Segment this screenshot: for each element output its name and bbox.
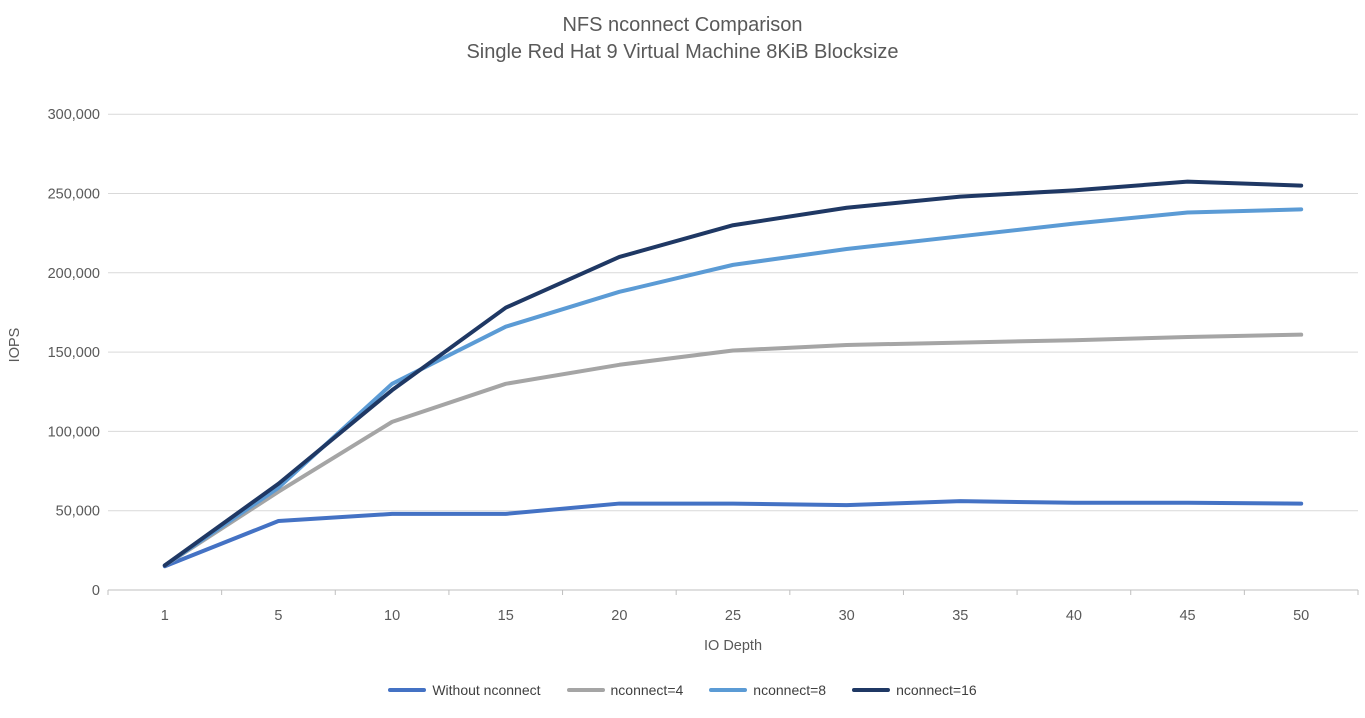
legend-item: Without nconnect (388, 682, 541, 698)
x-tick-label: 20 (611, 608, 627, 624)
series-line-nconnect-8 (162, 207, 1304, 568)
y-tick-label: 100,000 (48, 424, 100, 440)
y-tick-label: 50,000 (56, 504, 100, 520)
legend-swatch (852, 688, 891, 692)
y-tick-labels: 0 50,000 100,000 150,000 200,000 250,000 300,0… (48, 107, 100, 599)
series-line-nconnect-4 (162, 332, 1304, 568)
x-tick-label: 40 (1066, 608, 1082, 624)
legend-label: nconnect=8 (753, 682, 827, 698)
y-tick-label: 200,000 (48, 266, 100, 282)
y-tick-label: 0 (92, 583, 100, 599)
x-tick-label: 30 (839, 608, 855, 624)
x-tick-label: 15 (498, 608, 514, 624)
chart-title-line1: NFS nconnect Comparison (562, 14, 803, 36)
legend-item: nconnect=8 (709, 682, 826, 698)
series-lines (162, 179, 1304, 569)
legend-item: nconnect=16 (852, 682, 977, 698)
gridlines (108, 113, 1358, 512)
legend-label: nconnect=4 (610, 682, 684, 698)
x-tick-label: 10 (384, 608, 400, 624)
x-tick-label: 5 (274, 608, 282, 624)
x-tick-label: 50 (1293, 608, 1309, 624)
x-tick-labels: 1 5 10 15 20 25 30 35 40 45 50 (161, 608, 1309, 624)
chart-title-line2: Single Red Hat 9 Virtual Machine 8KiB Bl… (466, 41, 899, 63)
x-axis (107, 589, 1359, 595)
series-line-without-nconnect (162, 499, 1304, 569)
x-axis-title: IO Depth (704, 638, 762, 654)
legend-swatch (388, 688, 427, 692)
y-axis-title: IOPS (7, 328, 23, 363)
y-tick-label: 300,000 (48, 107, 100, 123)
chart-canvas: 0 50,000 100,000 150,000 200,000 250,000 300,0… (7, 107, 1359, 654)
x-tick-label: 45 (1179, 608, 1195, 624)
legend-label: Without nconnect (432, 682, 541, 698)
legend-item: nconnect=4 (566, 682, 684, 698)
x-tick-label: 35 (952, 608, 968, 624)
series-line-nconnect-16 (162, 179, 1304, 568)
legend-swatch (566, 688, 605, 692)
chart-legend: Without nconnect nconnect=4 nconnect=8 ncon… (0, 682, 1365, 698)
chart-title: NFS nconnect Comparison Single Red Hat 9… (0, 12, 1365, 66)
y-tick-label: 250,000 (48, 187, 100, 203)
legend-swatch (709, 688, 748, 692)
x-tick-label: 25 (725, 608, 741, 624)
x-tick-label: 1 (161, 608, 169, 624)
y-tick-label: 150,000 (48, 345, 100, 361)
legend-label: nconnect=16 (896, 682, 977, 698)
